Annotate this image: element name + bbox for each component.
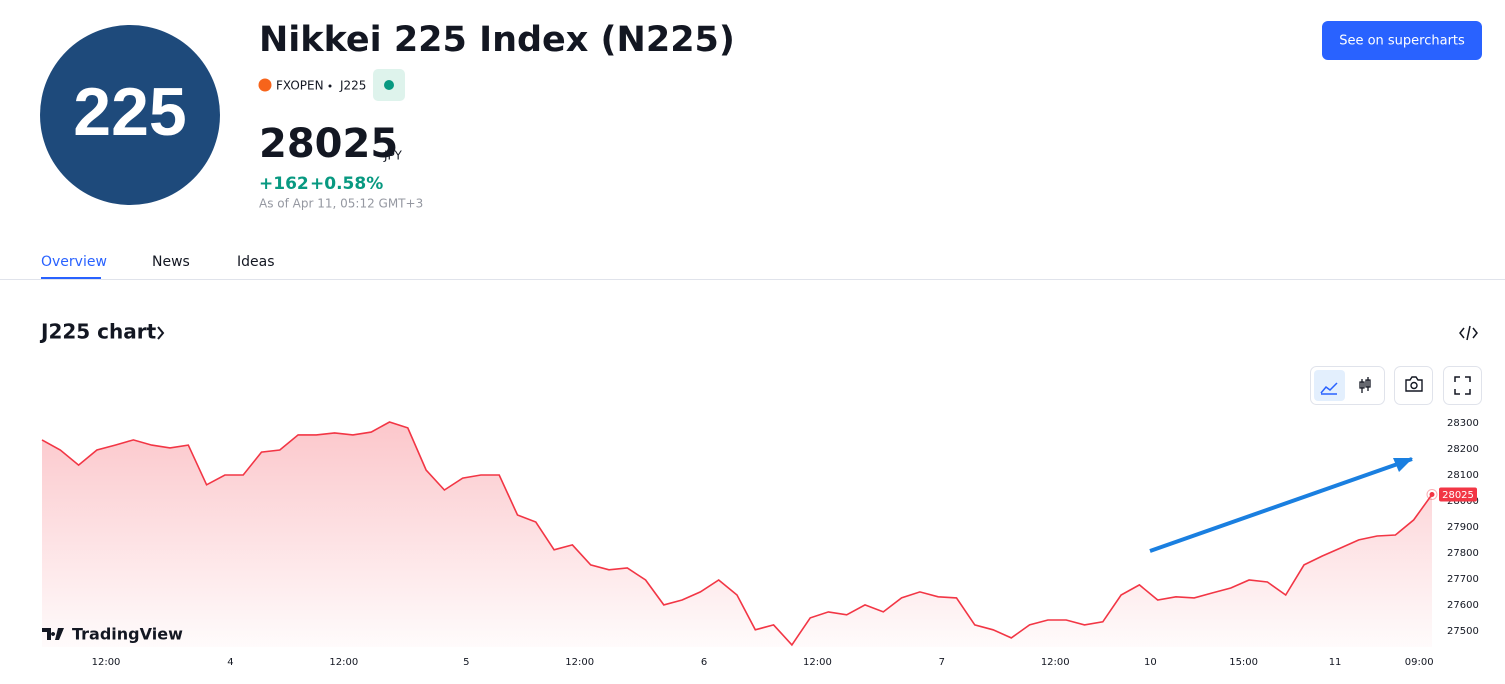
x-tick-label: 11 [1329,657,1342,668]
as-of: As of Apr 11, 05:12 GMT+3 [259,197,423,211]
watermark-logo [42,628,64,640]
price-line [41,421,1433,647]
section-title[interactable]: J225 chart [39,320,157,344]
y-tick-label: 27700 [1447,574,1479,585]
camera-lens [1410,381,1418,390]
x-tick-label: 15:00 [1229,657,1258,668]
y-tick-label: 27800 [1447,548,1479,559]
supercharts-button[interactable] [1322,21,1482,60]
change: +162 [259,174,309,194]
symbol: J225 [339,79,366,93]
x-tick-label: 12:00 [92,657,121,668]
snapshot-button[interactable] [1394,366,1433,405]
tab-separator [0,279,1505,280]
x-tick-label: 12:00 [803,657,832,668]
chevron-icon[interactable] [157,326,165,340]
x-tick-label: 6 [701,657,707,668]
supercharts-button-text[interactable]: See on supercharts [1339,34,1465,49]
logo-text: 225 [73,74,186,150]
y-tick-label: 27500 [1447,626,1479,637]
x-tick-label: 7 [939,657,945,668]
x-tick-label: 12:00 [1041,657,1070,668]
area-icon [1320,382,1338,395]
area-style-button[interactable] [1314,370,1345,401]
price: 28025 [259,121,398,167]
y-tick-label: 27900 [1447,522,1479,533]
annotation-arrow [1149,457,1413,553]
watermark: TradingView [72,625,183,644]
tab[interactable]: Ideas [237,254,275,270]
price-tag [1439,487,1477,502]
y-tick-label: 28200 [1447,444,1479,455]
title: Nikkei 225 Index (N225) [259,20,735,60]
camera-icon [1405,376,1423,392]
fullscreen-icon [1454,376,1471,395]
status-dot [384,80,394,90]
y-tick-label: 28100 [1447,470,1479,481]
x-tick-label: 5 [463,657,469,668]
exchange: FXOPEN [276,79,324,93]
last-point-dot [1429,491,1435,497]
change-percent: +0.58% [310,174,383,194]
x-tick-label: 4 [227,657,233,668]
x-tick-label: 10 [1144,657,1157,668]
y-tick-label: 27600 [1447,600,1479,611]
price-tag-label: 28025 [1442,490,1474,501]
currency: JPY [383,149,403,163]
last-point [1426,488,1438,500]
exchange-icon [258,78,272,92]
logo-circle [40,25,220,205]
annotation-arrowhead [1393,458,1413,472]
area-fill [42,422,1432,647]
x-tick-label: 09:00 [1405,657,1434,668]
separator-dot [328,84,332,88]
tab-underline [41,277,101,280]
x-tick-label: 12:00 [565,657,594,668]
tab[interactable]: News [152,254,190,270]
y-tick-label: 28300 [1447,418,1479,429]
tab[interactable]: Overview [41,254,107,270]
embed-icon[interactable] [1459,325,1478,341]
chart: 2750027600277002780027900280002810028200… [41,418,1479,668]
fullscreen-button[interactable] [1443,366,1482,405]
candle-style-button[interactable] [1359,377,1371,393]
x-tick-label: 12:00 [329,657,358,668]
